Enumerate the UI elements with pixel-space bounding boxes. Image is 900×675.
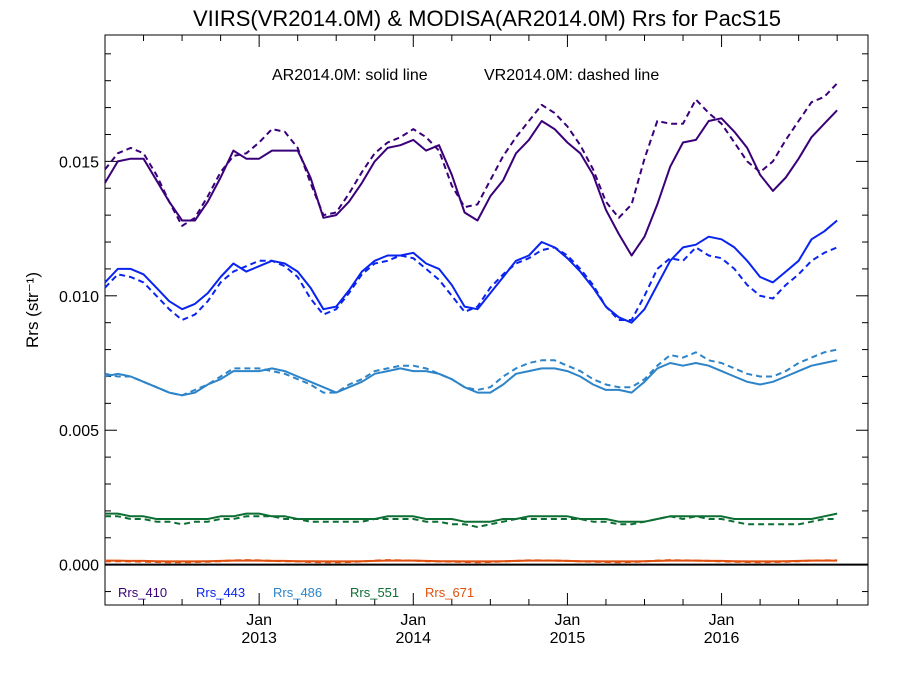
series-rrs-486-dashed (104, 348, 838, 397)
series-rrs-443-dashed (104, 246, 838, 321)
series-rrs-551-dashed (105, 515, 838, 528)
annotation-dashed: VR2014.0M: dashed line (484, 67, 659, 84)
y-tick-label-0: 0.000 (59, 558, 99, 575)
plot-border (104, 34, 869, 606)
series-rrs-551-solid (105, 512, 838, 523)
series-rrs-671-dashed (104, 559, 838, 564)
series-rrs-443-solid (104, 219, 838, 324)
chart-title: VIIRS(VR2014.0M) & MODISA(AR2014.0M) Rrs… (193, 6, 781, 31)
annotation-solid: AR2014.0M: solid line (272, 67, 428, 84)
y-tick-label-3: 0.015 (59, 154, 99, 171)
x-tick-month-0: Jan (246, 612, 272, 629)
legend-item-rrs-671: Rrs_671 (425, 585, 474, 600)
x-tick-year-1: 2014 (395, 630, 431, 647)
legend: Rrs_410 Rrs_443 Rrs_486 Rrs_551 Rrs_671 (118, 585, 474, 600)
axis-ticks: 0.0000.0050.0100.015Jan2013Jan2014Jan201… (59, 35, 868, 647)
y-tick-label-1: 0.005 (59, 423, 99, 440)
x-tick-month-3: Jan (709, 612, 735, 629)
x-tick-year-3: 2016 (704, 630, 740, 647)
plot-frame (104, 34, 869, 606)
legend-item-rrs-410: Rrs_410 (118, 585, 167, 600)
x-tick-month-2: Jan (555, 612, 581, 629)
y-axis-label: Rrs (str⁻¹) (23, 272, 42, 348)
series-layer (104, 82, 838, 564)
x-tick-year-2: 2015 (550, 630, 586, 647)
x-tick-year-0: 2013 (241, 630, 277, 647)
y-tick-label-2: 0.010 (59, 289, 99, 306)
series-rrs-410-dashed (104, 82, 838, 227)
legend-item-rrs-486: Rrs_486 (273, 585, 322, 600)
legend-item-rrs-443: Rrs_443 (196, 585, 245, 600)
series-rrs-410-solid (104, 109, 838, 257)
series-rrs-486-solid (104, 359, 838, 397)
legend-item-rrs-551: Rrs_551 (350, 585, 399, 600)
x-tick-month-1: Jan (400, 612, 426, 629)
